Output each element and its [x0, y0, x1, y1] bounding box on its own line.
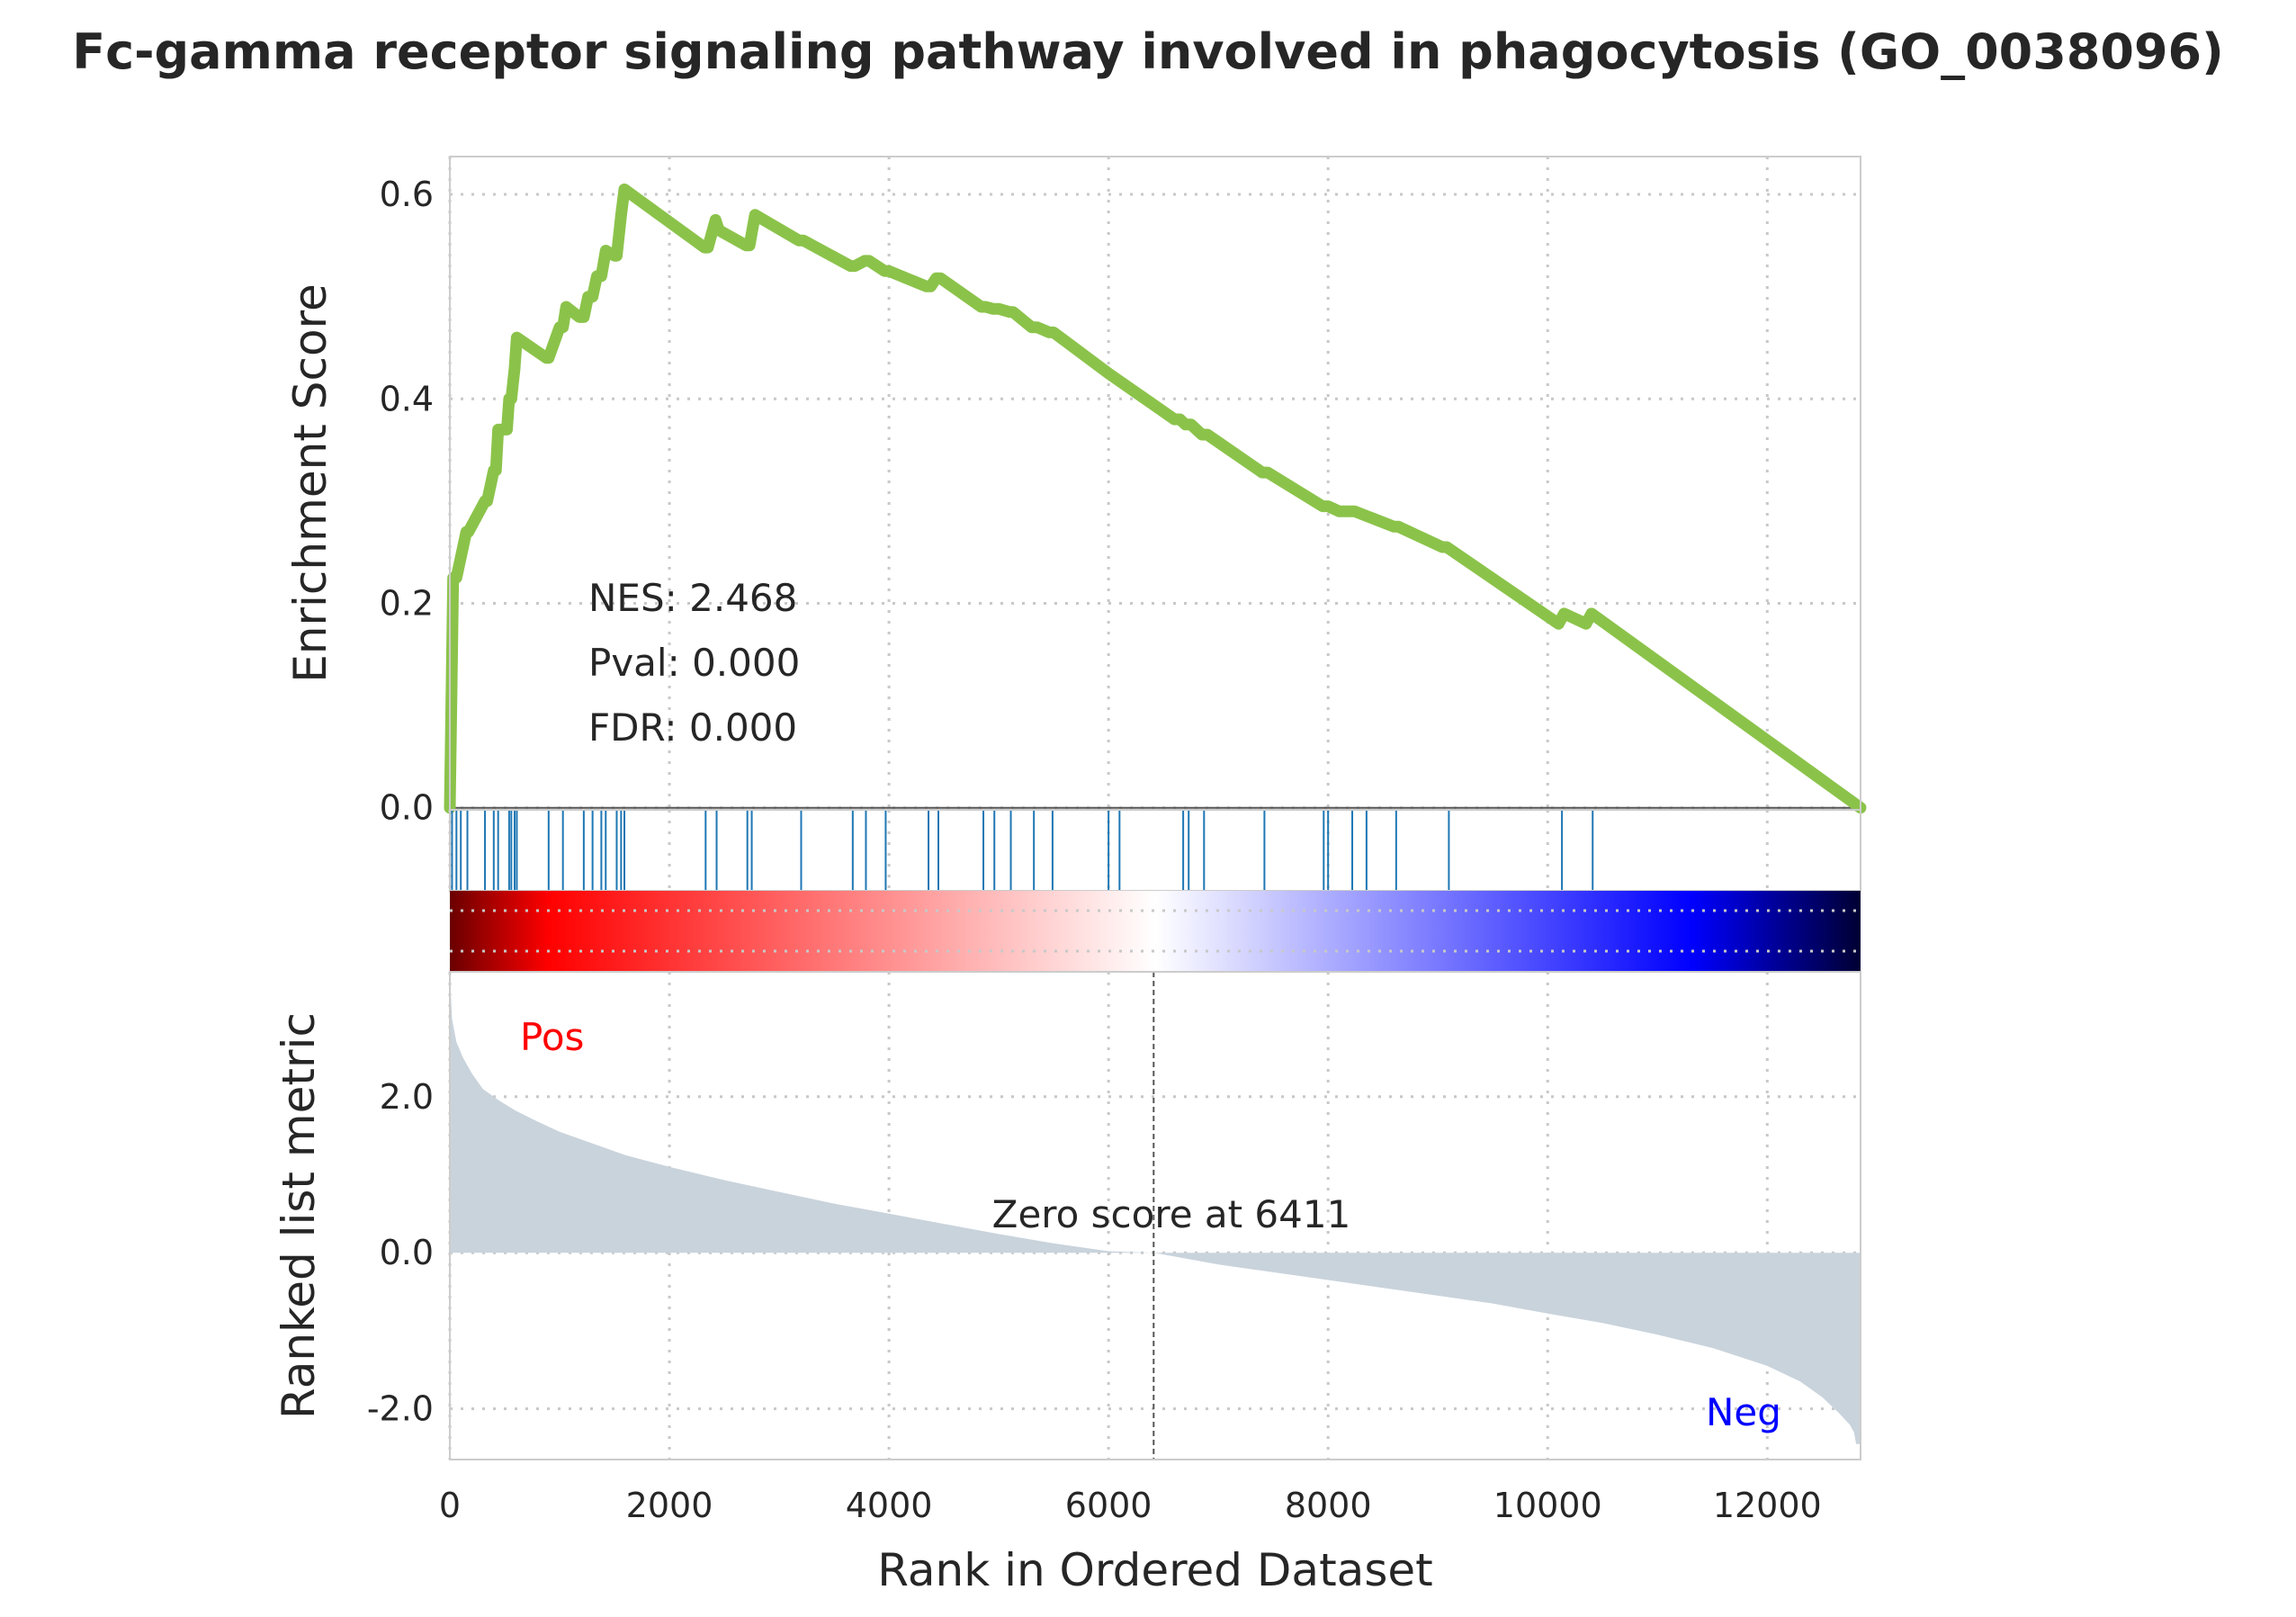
x-tick-label: 2000	[626, 1486, 713, 1525]
rank-heatmap	[450, 891, 1861, 972]
nes-annotation: NES: 2.468	[588, 576, 797, 620]
ranked-metric-area	[450, 972, 1861, 1444]
ranked-metric-y-tick-label: 0.0	[380, 1233, 434, 1272]
ranked-metric-panel: 2.0 0.0 -2.0 Ranked list metric Pos Neg Ze…	[273, 971, 1861, 1460]
pval-annotation: Pval: 0.000	[588, 641, 800, 685]
heatmap-panel	[450, 891, 1861, 972]
zero-score-label: Zero score at 6411	[992, 1192, 1351, 1236]
x-tick-label: 4000	[846, 1486, 933, 1525]
x-tick-label: 8000	[1285, 1486, 1372, 1525]
enrichment-grid	[448, 157, 1861, 810]
hits-panel	[448, 809, 1861, 892]
ranked-metric-frame	[449, 971, 1861, 1460]
ranked-metric-y-tick-label: -2.0	[367, 1389, 434, 1429]
enrichment-y-label: Enrichment Score	[284, 283, 336, 683]
x-tick-label: 6000	[1065, 1486, 1152, 1525]
pos-label: Pos	[520, 1015, 584, 1059]
hits-frame	[449, 809, 1861, 892]
ranked-metric-y-label: Ranked list metric	[273, 1012, 325, 1419]
x-axis-ticks: 0 2000 4000 6000 8000 10000 12000	[439, 1486, 1822, 1525]
x-axis-label: Rank in Ordered Dataset	[877, 1544, 1432, 1596]
enrichment-y-tick-label: 0.0	[380, 788, 434, 828]
ranked-metric-y-tick-label: 2.0	[380, 1077, 434, 1117]
x-tick-label: 0	[439, 1486, 461, 1525]
x-tick-label: 10000	[1493, 1486, 1602, 1525]
enrichment-panel: 0.0 0.2 0.4 0.6 Enrichment Score NES: 2.468…	[284, 156, 1867, 828]
enrichment-y-ticks: 0.0 0.2 0.4 0.6	[380, 175, 434, 828]
chart-title: Fc-gamma receptor signaling pathway invo…	[72, 23, 2224, 80]
enrichment-y-tick-label: 0.4	[380, 379, 434, 418]
x-tick-label: 12000	[1713, 1486, 1822, 1525]
enrichment-score-line	[444, 183, 1867, 814]
enrichment-y-tick-label: 0.6	[380, 175, 434, 214]
ranked-metric-y-ticks: 2.0 0.0 -2.0	[367, 1077, 434, 1429]
gene-hits	[451, 810, 1594, 891]
fdr-annotation: FDR: 0.000	[588, 705, 797, 750]
enrichment-y-tick-label: 0.2	[380, 583, 434, 623]
neg-label: Neg	[1706, 1390, 1781, 1434]
